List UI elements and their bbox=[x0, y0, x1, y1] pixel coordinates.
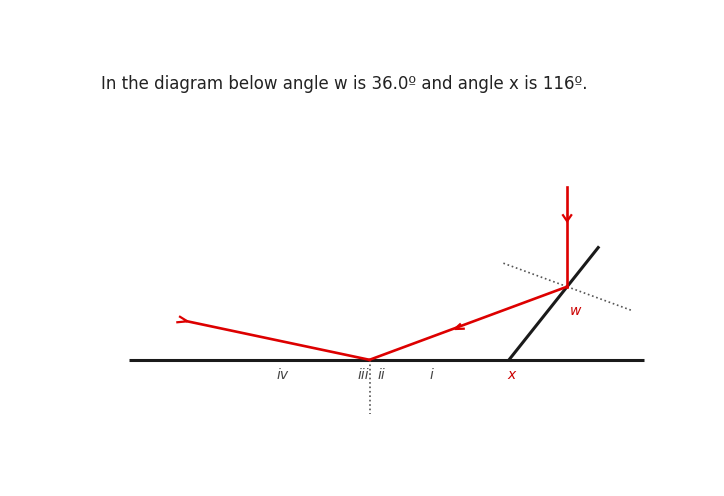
Text: ii: ii bbox=[377, 368, 385, 381]
Text: w: w bbox=[570, 305, 581, 318]
Text: i: i bbox=[429, 368, 434, 381]
Text: iii: iii bbox=[358, 368, 369, 381]
Text: In the diagram below angle w is 36.0º and angle x is 116º.: In the diagram below angle w is 36.0º an… bbox=[101, 75, 587, 93]
Text: x: x bbox=[508, 368, 515, 381]
Text: iv: iv bbox=[277, 368, 289, 381]
